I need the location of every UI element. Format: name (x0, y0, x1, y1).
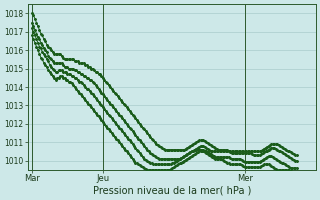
X-axis label: Pression niveau de la mer( hPa ): Pression niveau de la mer( hPa ) (92, 186, 251, 196)
